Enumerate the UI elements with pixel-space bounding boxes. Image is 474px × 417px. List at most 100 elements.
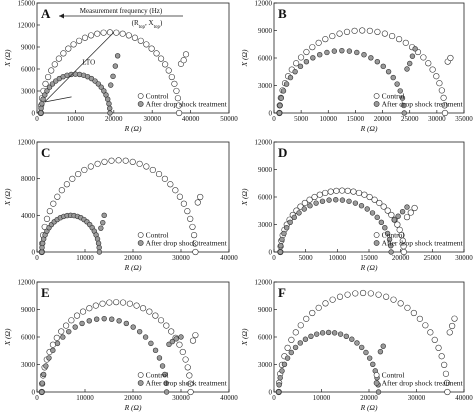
data-point-control xyxy=(306,196,313,203)
data-point-control xyxy=(125,32,132,39)
data-point-after-drop-shock xyxy=(284,355,291,361)
legend-label: After drop shock treatment xyxy=(382,239,464,248)
legend-label: Control xyxy=(382,92,405,101)
x-tick-label: 0 xyxy=(35,254,39,262)
data-point-control xyxy=(190,232,198,239)
y-tick-label: 9000 xyxy=(258,306,273,314)
data-point-after-drop-shock xyxy=(291,214,297,221)
x-tick-label: 20000 xyxy=(124,254,142,262)
data-point-after-drop-shock xyxy=(301,206,307,212)
data-point-after-drop-shock xyxy=(288,349,294,356)
data-point-control xyxy=(344,291,351,298)
data-point-control xyxy=(50,200,57,207)
data-point-control xyxy=(376,199,383,207)
data-point-after-drop-shock xyxy=(368,55,374,61)
data-point-control xyxy=(129,158,136,165)
data-point-after-drop-shock xyxy=(46,84,53,90)
data-point-control xyxy=(336,30,343,37)
legend-label: After drop shock treatment xyxy=(146,100,228,109)
data-point-after-drop-shock xyxy=(277,102,283,109)
data-point-after-drop-shock xyxy=(404,204,410,210)
y-tick-label: 12000 xyxy=(18,22,36,30)
data-point-control xyxy=(443,379,451,386)
data-point-control xyxy=(303,48,310,56)
data-point-control xyxy=(422,322,429,329)
data-point-control xyxy=(99,300,106,307)
data-point-control xyxy=(79,308,87,315)
data-point-control xyxy=(106,29,114,36)
data-point-after-drop-shock xyxy=(374,214,380,221)
data-point-control xyxy=(441,109,449,117)
legend-marker-control xyxy=(373,93,380,99)
data-point-control xyxy=(81,166,88,174)
y-tick-label: 6000 xyxy=(258,334,273,342)
y-axis-title: X (Ω) xyxy=(240,188,249,206)
data-point-control xyxy=(165,67,172,74)
data-point-after-drop-shock xyxy=(346,48,353,54)
annot-sub: top xyxy=(139,25,146,30)
data-point-after-drop-shock xyxy=(297,63,304,70)
y-tick-label: 12000 xyxy=(18,139,36,147)
data-point-control xyxy=(429,66,436,73)
data-point-after-drop-shock xyxy=(107,105,113,112)
legend-label: After drop shock treatment xyxy=(382,100,464,109)
y-tick-label: 6000 xyxy=(258,194,273,202)
x-tick-label: 30000 xyxy=(455,254,473,262)
data-point-control xyxy=(440,94,447,101)
data-point-control xyxy=(402,39,409,46)
data-point-after-drop-shock xyxy=(96,244,102,251)
data-point-control xyxy=(189,223,196,231)
data-point-control xyxy=(425,60,432,67)
data-point-after-drop-shock xyxy=(358,203,365,209)
data-point-after-drop-shock xyxy=(46,355,52,361)
data-point-after-drop-shock xyxy=(346,198,352,204)
data-point-control xyxy=(309,44,316,51)
data-point-control xyxy=(350,188,357,195)
x-tick-label: 15000 xyxy=(360,254,378,262)
data-point-after-drop-shock xyxy=(72,324,78,330)
legend-marker-after-drop-shock xyxy=(137,101,144,107)
chart-panel-e: 0 10000 20000 30000 40000 0 3000 6000 9000 12000 R… xyxy=(3,279,238,413)
data-point-control xyxy=(327,188,334,195)
x-tick-label: 0 xyxy=(35,394,39,402)
lto-label: LTO xyxy=(82,59,95,67)
data-point-after-drop-shock xyxy=(399,95,406,101)
annot-part: (R xyxy=(132,19,139,27)
panel-label: F xyxy=(278,285,286,300)
x-tick-label: 40000 xyxy=(455,394,473,402)
chart-panel-b: 0 5000 10000 15000 20000 25000 30000 35000 0 3000… xyxy=(240,0,473,133)
data-point-after-drop-shock xyxy=(276,389,282,395)
data-point-control xyxy=(42,80,49,87)
data-point-control xyxy=(380,203,387,210)
y-axis-title: X (Ω) xyxy=(240,49,249,67)
data-point-after-drop-shock xyxy=(142,334,149,340)
data-point-control xyxy=(143,41,150,48)
data-point-control xyxy=(69,175,76,182)
data-point-control xyxy=(186,372,193,379)
data-point-after-drop-shock xyxy=(325,329,332,336)
data-point-control xyxy=(86,305,93,312)
annot-part: , X xyxy=(145,19,154,27)
y-axis-title: X (Ω) xyxy=(3,328,12,346)
legend-label: After drop shock treatment xyxy=(146,379,228,388)
panel-label: A xyxy=(41,6,51,21)
x-axis-title: R (Ω) xyxy=(360,263,378,272)
y-tick-label: 3000 xyxy=(258,82,273,90)
data-point-after-drop-shock xyxy=(173,336,179,342)
data-point-after-drop-shock xyxy=(287,74,294,81)
data-point-control xyxy=(87,163,94,170)
data-point-after-drop-shock xyxy=(105,96,111,102)
data-point-after-drop-shock xyxy=(308,333,314,339)
data-point-after-drop-shock xyxy=(352,200,359,206)
data-point-control xyxy=(333,187,340,194)
data-point-control xyxy=(184,364,191,371)
data-point-control xyxy=(172,187,179,194)
chart-panel-c: 0 10000 20000 30000 40000 0 4000 8000 12000 R (Ω)… xyxy=(3,139,238,273)
data-point-control xyxy=(359,289,367,297)
x-axis-title: R (Ω) xyxy=(360,124,378,133)
data-point-control xyxy=(189,337,197,344)
y-tick-label: 6000 xyxy=(258,55,273,63)
y-axis-title: X (Ω) xyxy=(240,328,249,346)
data-point-control xyxy=(410,309,417,317)
data-point-after-drop-shock xyxy=(292,68,298,75)
